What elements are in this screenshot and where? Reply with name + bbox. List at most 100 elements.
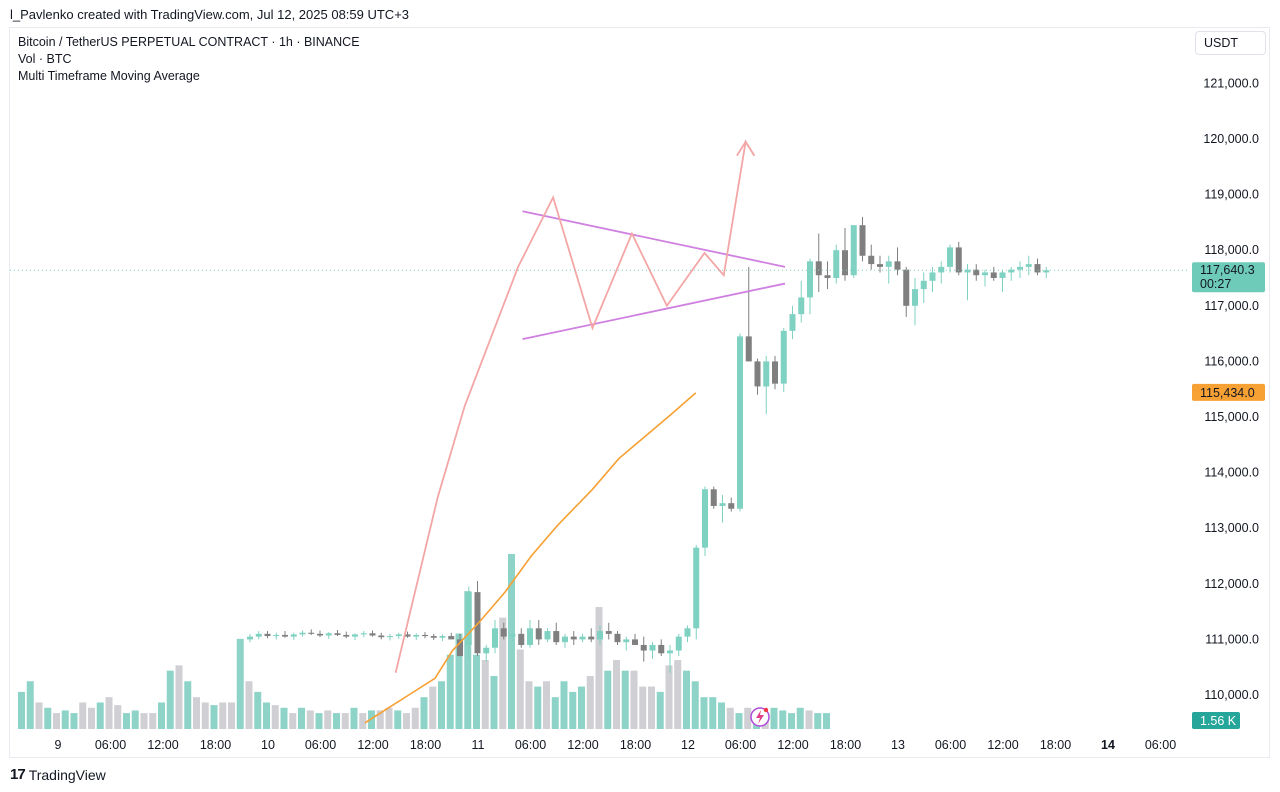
volume-bar	[376, 710, 384, 729]
time-tick-label: 11	[472, 738, 485, 752]
time-tick-label: 18:00	[1040, 738, 1071, 752]
candle-body	[448, 636, 455, 640]
volume-bar	[683, 670, 690, 729]
volume-bar	[131, 710, 139, 729]
candle-body	[640, 644, 647, 651]
candle-body	[912, 289, 918, 306]
candle-body	[780, 330, 787, 384]
candle-body	[807, 261, 813, 298]
candle-body	[465, 592, 472, 645]
volume-bar	[551, 697, 559, 729]
countdown-value: 00:27	[1200, 277, 1231, 291]
candle-body	[544, 631, 551, 640]
candle-body	[990, 272, 997, 278]
ma-indicator-label[interactable]: Multi Timeframe Moving Average	[18, 69, 200, 83]
candle-body	[430, 636, 437, 638]
volume-bar	[508, 554, 515, 729]
volume-bar	[245, 681, 253, 729]
volume-bar	[394, 710, 402, 729]
volume-indicator-label[interactable]: Vol · BTC	[18, 52, 72, 66]
volume-bar	[53, 713, 60, 729]
volume-bar	[228, 702, 235, 729]
candle-body	[877, 264, 883, 267]
candle-body	[842, 250, 848, 276]
candle-body	[483, 647, 490, 654]
price-tick-label: 114,000.0	[1204, 466, 1259, 480]
time-tick-label: 12	[681, 738, 695, 752]
price-tick-label: 120,000.0	[1203, 132, 1259, 146]
time-tick-label: 9	[55, 738, 62, 752]
candle-body	[299, 632, 306, 635]
time-tick-label: 18:00	[620, 738, 651, 752]
volume-bar	[219, 702, 227, 729]
candle-body	[527, 628, 533, 645]
volume-bar	[516, 649, 524, 729]
time-tick-label: 12:00	[987, 738, 1018, 752]
volume-bar	[639, 686, 647, 729]
candle-body	[264, 633, 271, 637]
candle-body	[290, 634, 297, 637]
volume-bar	[114, 705, 122, 729]
candle-body	[492, 628, 498, 648]
candlesticks	[247, 216, 1050, 673]
time-tick-label: 12:00	[147, 738, 178, 752]
candle-body	[667, 650, 673, 654]
candle-body	[955, 247, 962, 273]
volume-bar	[744, 707, 752, 729]
candle-body	[1043, 270, 1050, 273]
candle-body	[500, 628, 507, 637]
candle-body	[999, 272, 1006, 278]
volume-bar	[280, 707, 288, 729]
candle-body	[815, 261, 822, 276]
volume-bar	[560, 681, 568, 729]
time-tick-label: 12:00	[567, 738, 598, 752]
price-axis: 110,000.0 111,000.0 112,000.0 113,000.0 114,…	[1203, 76, 1259, 702]
candle-body	[605, 631, 612, 634]
volume-bar	[420, 697, 428, 729]
candle-body	[387, 636, 393, 638]
symbol-title[interactable]: Bitcoin / TetherUS PERPETUAL CONTRACT · …	[18, 35, 360, 49]
candle-body	[308, 632, 315, 634]
candle-body	[334, 633, 341, 635]
time-tick-label: 14	[1101, 738, 1115, 752]
candle-body	[632, 639, 638, 645]
volume-bar	[201, 702, 209, 729]
volume-bar	[210, 705, 218, 729]
candle-body	[719, 503, 726, 506]
volume-bar	[61, 710, 69, 729]
volume-bar	[630, 670, 638, 729]
candle-body	[1034, 264, 1041, 273]
volume-bar	[543, 681, 550, 729]
currency-button[interactable]: USDT	[1195, 31, 1266, 55]
volume-bar	[289, 713, 297, 729]
projection-path	[394, 139, 756, 673]
volume-bar	[324, 710, 332, 729]
volume-bar	[350, 707, 358, 729]
volume-bar	[586, 675, 594, 729]
candle-body	[763, 361, 770, 387]
price-tick-label: 113,000.0	[1204, 521, 1259, 535]
volume-bar	[814, 713, 822, 729]
candle-body	[439, 636, 446, 638]
time-tick-label: 06:00	[725, 738, 756, 752]
candle-body	[737, 336, 743, 509]
candle-body	[588, 636, 595, 640]
candle-body	[422, 634, 428, 637]
price-tick-label: 121,000.0	[1203, 76, 1259, 90]
volume-bar	[306, 710, 314, 729]
candle-body	[273, 634, 280, 637]
tradingview-footer: 17 TradingView	[10, 766, 106, 783]
volume-bar	[578, 686, 585, 729]
volume-bar	[481, 660, 489, 729]
candle-body	[964, 269, 971, 273]
volume-bar	[788, 713, 795, 729]
volume-bar	[569, 691, 577, 729]
volume-bar	[691, 681, 699, 729]
candle-body	[1017, 266, 1023, 270]
last-price-value: 117,640.3	[1200, 263, 1255, 277]
volume-bar	[166, 670, 174, 729]
chart-legend: Bitcoin / TetherUS PERPETUAL CONTRACT · …	[18, 34, 360, 85]
time-tick-label: 18:00	[410, 738, 441, 752]
candle-body	[798, 297, 805, 315]
